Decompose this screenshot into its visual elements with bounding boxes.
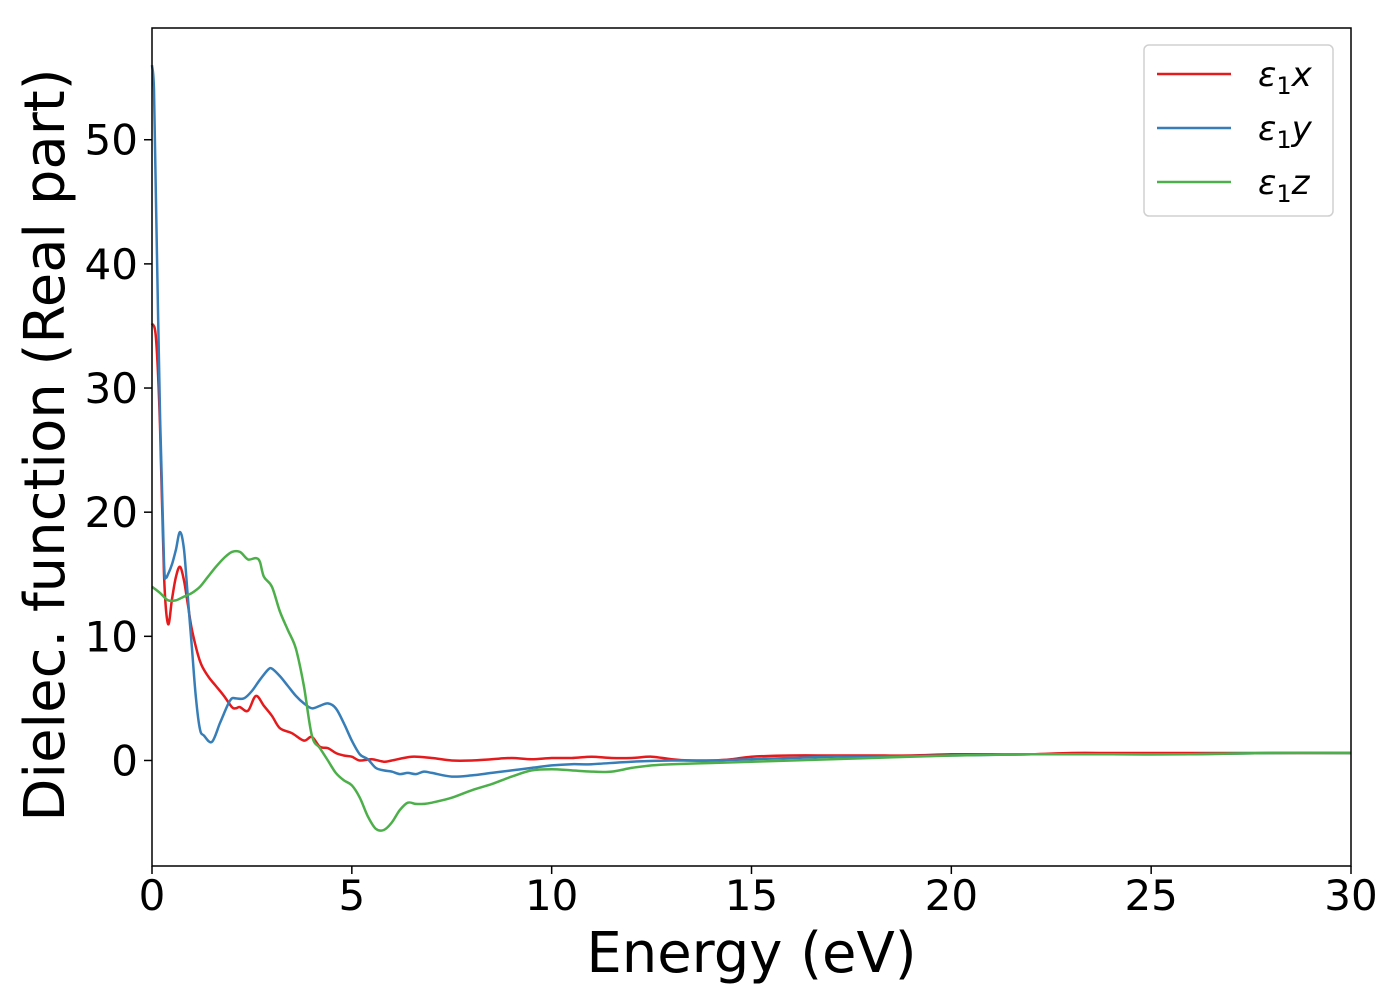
legend-entry-z: ε1z: [1157, 163, 1311, 208]
y-tick-label: 0: [111, 736, 138, 785]
y-tick-label: 30: [85, 364, 138, 413]
legend-suffix: y: [1291, 109, 1313, 149]
x-tick-label: 20: [925, 871, 978, 920]
legend-label: ε1z: [1258, 163, 1311, 208]
legend-suffix: z: [1291, 163, 1311, 203]
series-line-y: [150, 65, 1352, 778]
legend-subscript: 1: [1276, 180, 1291, 208]
x-tick-label: 5: [338, 871, 365, 920]
y-tick-label: 20: [85, 488, 138, 537]
x-tick-label: 30: [1324, 871, 1377, 920]
legend-symbol: ε: [1258, 109, 1276, 149]
y-axis-ticks: 0 10 20 30 40 50: [85, 116, 152, 785]
x-axis-label: Energy (eV): [586, 921, 916, 986]
x-tick-label: 15: [725, 871, 778, 920]
legend-entry-x: ε1x: [1157, 55, 1313, 100]
legend-symbol: ε: [1258, 55, 1276, 95]
x-tick-label: 10: [525, 871, 578, 920]
legend-box: [1143, 44, 1334, 217]
y-tick-label: 50: [85, 116, 138, 165]
legend-suffix: x: [1291, 55, 1313, 95]
x-tick-label: 0: [139, 871, 166, 920]
series-lines: [150, 65, 1352, 832]
legend-symbol: ε: [1258, 163, 1276, 203]
legend-subscript: 1: [1276, 126, 1291, 154]
x-tick-label: 25: [1124, 871, 1177, 920]
legend-subscript: 1: [1276, 72, 1291, 100]
y-axis-label: Dielec. function (Real part): [13, 68, 78, 821]
legend-label: ε1x: [1258, 55, 1313, 100]
x-axis-ticks: 0 5 10 15 20 25 30: [139, 866, 1378, 920]
legend-label: ε1y: [1258, 109, 1313, 154]
legend-entry-y: ε1y: [1157, 109, 1313, 154]
y-tick-label: 40: [85, 240, 138, 289]
series-line-z: [151, 549, 1352, 832]
y-tick-label: 10: [85, 612, 138, 661]
